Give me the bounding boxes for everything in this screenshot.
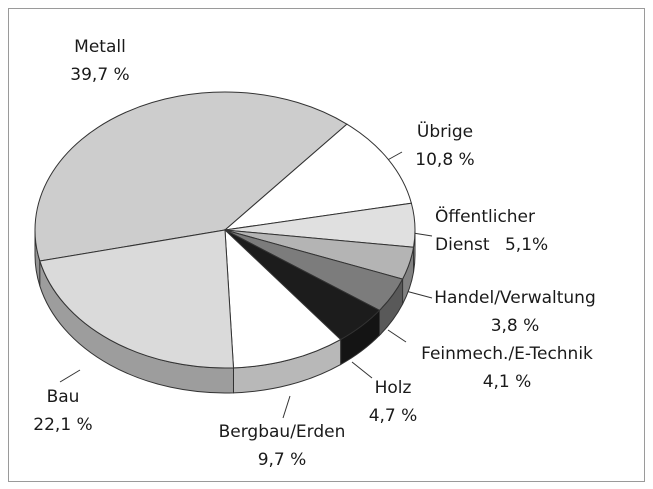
category-label: Holz [374, 378, 412, 398]
value-label: 9,7 % [257, 450, 307, 470]
slice-label: Feinmech./E-Technik 4,1 % [421, 340, 593, 396]
category-label: Bau [46, 387, 80, 407]
leader-line [59, 369, 81, 383]
slice-label: Übrige 10,8 % [415, 118, 474, 174]
slice [224, 228, 342, 369]
slice-label: Holz 4,7 % [369, 374, 418, 430]
category-label: Übrige [416, 122, 474, 142]
slice [39, 229, 235, 369]
slice-label: Metall 39,7 % [70, 33, 129, 89]
value-label: 39,7 % [70, 65, 130, 85]
value-label: 5,1% [504, 235, 549, 255]
value-label: 10,8 % [415, 150, 475, 170]
category-label: Bergbau/Erden [218, 422, 346, 442]
leader-line [351, 361, 373, 379]
pie-sides [34, 229, 416, 394]
leader-line [282, 395, 291, 419]
slice-label: Handel/Verwaltung 3,8 % [434, 284, 595, 340]
value-label: 3,8 % [490, 316, 540, 336]
category-label: Metall [74, 37, 126, 57]
value-label: 4,7 % [368, 406, 418, 426]
category-label: Feinmech./E-Technik [421, 344, 593, 364]
value-label: 4,1 % [482, 372, 532, 392]
slice [34, 91, 348, 262]
category-label: Öffentlicher Dienst [435, 207, 536, 255]
category-label: Handel/Verwaltung [434, 288, 596, 308]
slice-label: Bau 22,1 % [33, 383, 92, 439]
value-label: 22,1 % [33, 415, 93, 435]
slice-label: Bergbau/Erden 9,7 % [219, 418, 346, 474]
pie-tops [34, 91, 416, 369]
slice [223, 123, 413, 231]
slice-label: Öffentlicher Dienst 5,1% [435, 203, 560, 259]
leader-line [387, 329, 407, 343]
leader-line [412, 232, 433, 237]
frame [8, 8, 645, 482]
